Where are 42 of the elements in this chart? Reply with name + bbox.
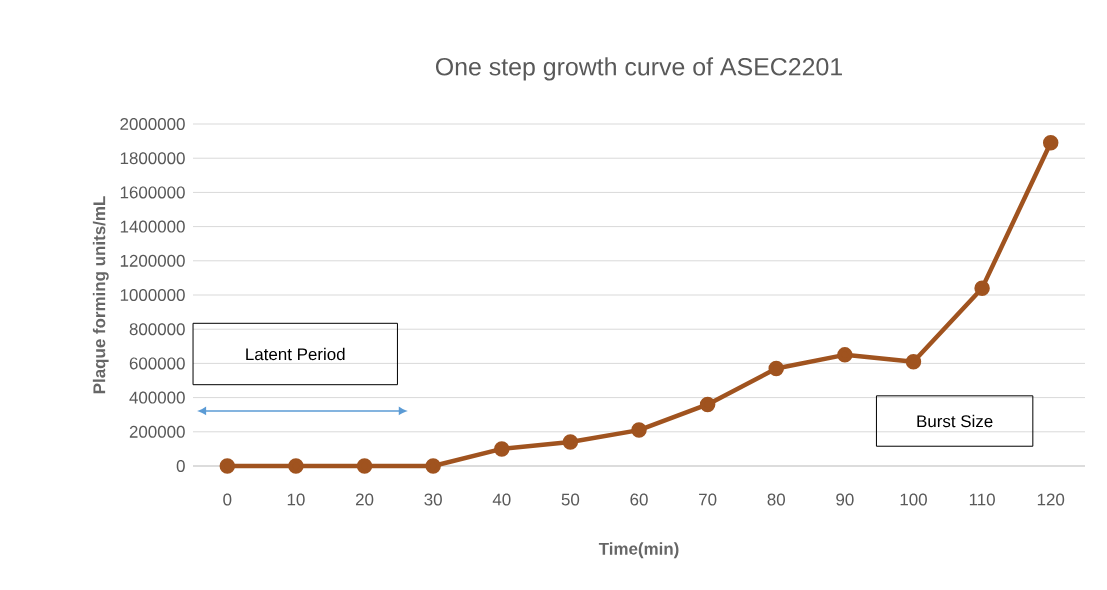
y-tick-label: 0 [176,460,185,473]
point [1042,135,1059,151]
point [974,280,990,296]
annotation: Latent Period [246,347,345,361]
point [562,434,579,450]
y-tick-label: 1800000 [120,152,185,165]
point [494,441,510,457]
x-tick-label: 70 [699,493,717,506]
y-tick-label: 800000 [129,323,185,336]
x-tick-label: 90 [836,493,854,506]
point [699,396,716,413]
x-tick-label: 30 [424,493,442,506]
x-tick-label: 100 [900,493,927,506]
x-axis-title: Time(min) [598,542,679,559]
point [425,458,441,474]
y-tick-label: 1200000 [120,254,185,267]
x-tick-label: 40 [492,493,511,506]
y-tick-label: 400000 [129,391,185,404]
y-tick-label: 600000 [129,357,185,370]
y-axis-title: Plaque forming units/mL [92,196,109,394]
y-tick-label: 2000000 [120,118,185,131]
x-tick-label: 20 [355,493,374,506]
y-tick-label: 200000 [129,425,185,438]
x-tick-label: 50 [561,493,580,506]
point [631,422,647,438]
x-tick-label: 0 [223,493,232,506]
point [837,347,853,363]
x-tick-label: 10 [287,493,305,506]
point [356,458,373,474]
x-tick-label: 110 [969,493,995,506]
point [288,458,304,474]
annotation: Burst Size [917,414,993,428]
point [219,458,236,474]
chart-title: One step growth curve of ASEC2201 [435,57,842,81]
y-tick-label: 1000000 [120,289,185,302]
x-tick-label: 60 [630,493,648,506]
x-tick-label: 120 [1037,493,1065,506]
x-tick-label: 80 [767,493,785,506]
point [905,353,922,370]
y-tick-label: 1400000 [120,220,185,233]
y-tick-label: 1600000 [120,186,185,199]
point [768,360,784,377]
